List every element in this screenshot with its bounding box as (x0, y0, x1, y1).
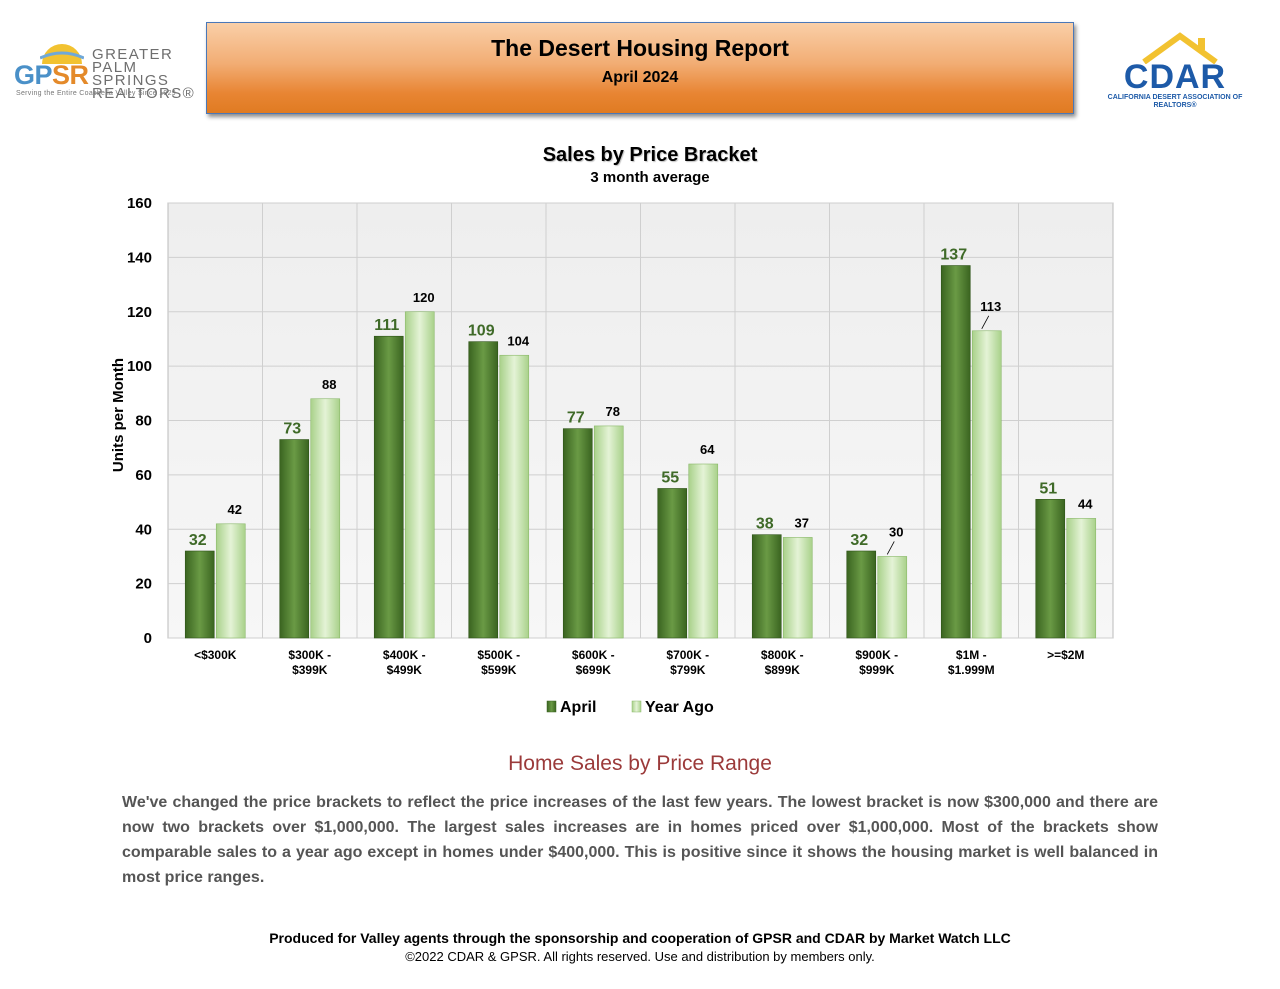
title-banner: The Desert Housing Report April 2024 (206, 22, 1074, 114)
section-heading: Home Sales by Price Range (508, 752, 772, 775)
x-tick-label: $700K - (666, 648, 709, 662)
x-tick-label: $900K - (855, 648, 898, 662)
cdar-logo: CDAR CALIFORNIA DESERT ASSOCIATION OF RE… (1100, 30, 1250, 116)
x-tick-label: $500K - (477, 648, 520, 662)
x-tick-label: $799K (670, 663, 706, 677)
chart-title: Sales by Price Bracket (542, 144, 758, 166)
bar-april (184, 550, 215, 639)
x-tick-label: $699K (576, 663, 612, 677)
bar-april (751, 534, 782, 639)
x-tick-label: <$300K (194, 648, 237, 662)
bars: 32 42 73 88 111 120 109 104 77 78 55 64 38 37 32 30 137 1… (184, 247, 1097, 639)
x-tick-label: $400K - (383, 648, 426, 662)
y-tick-label: 120 (127, 304, 152, 321)
data-label-year-ago: 88 (322, 377, 336, 392)
y-tick-labels: 0 20 40 60 80 100 120 140 160 (127, 195, 152, 647)
x-tick-label: $300K - (288, 648, 331, 662)
cdar-mark: CDAR (1123, 58, 1227, 96)
bar-april (846, 550, 877, 639)
bar-april (279, 439, 310, 639)
bar-year-ago (404, 311, 435, 639)
data-label-year-ago: 120 (413, 290, 435, 305)
bar-year-ago (971, 330, 1002, 639)
bar-year-ago (688, 463, 719, 639)
bar-year-ago (877, 556, 908, 639)
bar-year-ago (310, 398, 341, 639)
footer-copyright: ©2022 CDAR & GPSR. All rights reserved. … (405, 949, 875, 964)
data-label-year-ago: 78 (606, 404, 620, 419)
data-label-april: 51 (1039, 480, 1057, 497)
legend: April Year Ago (546, 699, 714, 716)
data-label-year-ago: 30 (889, 524, 903, 539)
data-label-year-ago: 42 (228, 502, 242, 517)
x-tick-label: $800K - (761, 648, 804, 662)
report-title: The Desert Housing Report (491, 35, 789, 61)
legend-label-april: April (560, 699, 596, 716)
y-axis-title: Units per Month (110, 358, 127, 472)
data-label-april: 137 (940, 247, 967, 264)
bar-year-ago (593, 425, 624, 639)
leader-line (886, 541, 895, 555)
bar-year-ago (1066, 518, 1097, 639)
y-tick-label: 160 (127, 195, 152, 212)
x-tick-label: $899K (765, 663, 801, 677)
commentary-text: We've changed the price brackets to refl… (122, 794, 1158, 886)
x-tick-label: $499K (387, 663, 423, 677)
x-tick-label: $399K (292, 663, 328, 677)
data-label-april: 77 (567, 410, 585, 427)
data-label-april: 111 (374, 317, 399, 334)
leader-line (981, 315, 990, 329)
bar-year-ago (499, 354, 530, 639)
y-tick-label: 0 (144, 630, 152, 647)
x-tick-label: $999K (859, 663, 895, 677)
bar-april (468, 341, 499, 639)
sun-icon (40, 44, 84, 64)
gpsr-logo: GPSR GREATER PALM SPRINGS REALTORS® Serv… (10, 38, 194, 102)
y-tick-label: 20 (135, 576, 152, 593)
data-label-april: 38 (756, 516, 774, 533)
footer-credit: Produced for Valley agents through the s… (269, 930, 1011, 946)
y-tick-label: 100 (127, 358, 152, 375)
y-tick-label: 40 (135, 521, 152, 538)
data-label-april: 32 (850, 532, 868, 549)
gpsr-tagline: Serving the Entire Coachella Valley Sinc… (16, 90, 176, 97)
bar-april (373, 335, 404, 639)
legend-label-year-ago: Year Ago (645, 699, 714, 716)
gpsr-name: GREATER PALM SPRINGS REALTORS® (92, 46, 196, 102)
data-label-april: 109 (468, 323, 495, 340)
bar-year-ago (782, 537, 813, 639)
bar-april (562, 428, 593, 639)
bar-chart: 0 20 40 60 80 100 120 140 160 32 42 73 88 111 120 109 1… (110, 195, 1114, 716)
data-label-year-ago: 37 (795, 515, 809, 530)
data-label-year-ago: 113 (980, 299, 1001, 314)
bar-year-ago (215, 523, 246, 639)
x-tick-label: $599K (481, 663, 517, 677)
legend-swatch-april (546, 700, 557, 713)
x-tick-labels: <$300K $300K -$399K $400K -$499K $500K -$59… (194, 648, 1084, 677)
y-tick-label: 60 (135, 467, 152, 484)
data-label-april: 73 (283, 421, 301, 438)
data-label-year-ago: 64 (700, 442, 715, 457)
x-tick-label: >=$2M (1047, 648, 1084, 662)
x-tick-label: $1M - (956, 648, 987, 662)
bar-april (940, 265, 971, 639)
y-tick-label: 80 (135, 413, 152, 430)
report-date: April 2024 (601, 69, 679, 86)
data-label-year-ago: 104 (507, 333, 529, 348)
data-label-april: 32 (189, 532, 207, 549)
data-label-year-ago: 44 (1078, 496, 1093, 511)
y-tick-label: 140 (127, 249, 152, 266)
chart-subtitle: 3 month average (590, 169, 710, 186)
x-tick-label: $1.999M (948, 663, 995, 677)
x-tick-label: $600K - (572, 648, 615, 662)
gpsr-mark: GPSR (14, 60, 89, 90)
house-roof-icon (1142, 32, 1218, 64)
bar-april (657, 488, 688, 639)
data-label-april: 55 (661, 469, 679, 486)
bar-april (1035, 499, 1066, 639)
legend-swatch-year-ago (631, 700, 642, 713)
cdar-name: CALIFORNIA DESERT ASSOCIATION OF REALTOR… (1107, 94, 1243, 109)
